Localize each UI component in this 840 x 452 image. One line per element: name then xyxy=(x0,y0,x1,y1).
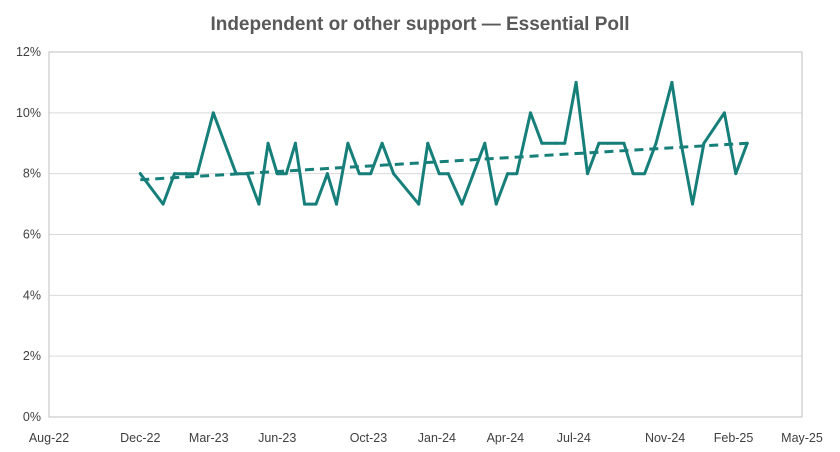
data-point xyxy=(314,202,318,206)
data-point xyxy=(679,141,683,145)
trendline xyxy=(140,141,748,182)
data-point xyxy=(622,141,626,145)
data-point xyxy=(528,111,532,115)
x-axis-ticks: Aug-22 Dec-22 Mar-23 Jun-23 Oct-23 Jan-24 Apr-… xyxy=(29,431,823,445)
plot-area xyxy=(48,51,803,418)
chart-title: Independent or other support — Essential… xyxy=(210,14,629,35)
data-point xyxy=(515,172,519,176)
data-point xyxy=(303,202,307,206)
data-point xyxy=(325,172,329,176)
data-point xyxy=(670,80,674,84)
data-point xyxy=(417,202,421,206)
data-point xyxy=(690,202,694,206)
y-tick-label: 8% xyxy=(23,167,41,181)
y-tick-label: 4% xyxy=(23,288,41,302)
data-point xyxy=(471,172,475,176)
data-point xyxy=(483,141,487,145)
data-point xyxy=(460,202,464,206)
x-tick-label: Jan-24 xyxy=(418,431,456,445)
data-point xyxy=(266,141,270,145)
data-point xyxy=(426,141,430,145)
data-point xyxy=(161,202,165,206)
y-tick-label: 12% xyxy=(16,45,41,59)
y-tick-label: 6% xyxy=(23,228,41,242)
x-tick-label: Mar-23 xyxy=(189,431,229,445)
data-point xyxy=(654,141,658,145)
series-layer xyxy=(138,80,749,206)
x-tick-label: Jul-24 xyxy=(557,431,591,445)
x-tick-label: Oct-23 xyxy=(350,431,388,445)
x-tick-label: Nov-24 xyxy=(645,431,685,445)
data-point xyxy=(369,172,373,176)
data-point xyxy=(173,172,176,176)
data-point xyxy=(554,141,558,145)
data-point xyxy=(702,141,706,145)
data-point xyxy=(574,80,578,84)
data-point xyxy=(586,172,590,176)
data-point xyxy=(643,172,647,176)
x-tick-label: Dec-22 xyxy=(120,431,160,445)
data-point xyxy=(211,111,215,115)
data-point xyxy=(257,202,261,206)
data-point xyxy=(392,172,396,176)
data-point xyxy=(506,172,510,176)
x-tick-label: Apr-24 xyxy=(487,431,525,445)
y-tick-label: 10% xyxy=(16,106,41,120)
data-point xyxy=(195,172,199,176)
data-point xyxy=(606,141,610,145)
data-point xyxy=(380,141,384,145)
data-point xyxy=(284,172,288,176)
data-point xyxy=(335,202,339,206)
data-point xyxy=(563,141,567,145)
data-point xyxy=(597,141,601,145)
data-point xyxy=(184,172,188,176)
data-point xyxy=(437,172,441,176)
x-tick-label: Jun-23 xyxy=(258,431,296,445)
data-point xyxy=(734,172,738,176)
y-tick-label: 0% xyxy=(23,410,41,424)
data-point xyxy=(494,202,498,206)
data-point xyxy=(346,141,350,145)
gridlines xyxy=(49,51,802,418)
trend-layer xyxy=(140,141,748,182)
data-point xyxy=(357,172,361,176)
data-point xyxy=(138,172,142,176)
data-point xyxy=(722,111,726,115)
x-tick-label: Aug-22 xyxy=(29,431,69,445)
y-tick-label: 2% xyxy=(23,349,41,363)
data-point xyxy=(446,172,450,176)
x-tick-label: Feb-25 xyxy=(714,431,754,445)
data-point xyxy=(293,141,297,145)
data-point xyxy=(631,172,635,176)
x-tick-label: May-25 xyxy=(781,431,823,445)
data-point xyxy=(540,141,544,145)
y-axis-ticks: 0% 2% 4% 6% 8% 10% 12% xyxy=(16,45,41,424)
